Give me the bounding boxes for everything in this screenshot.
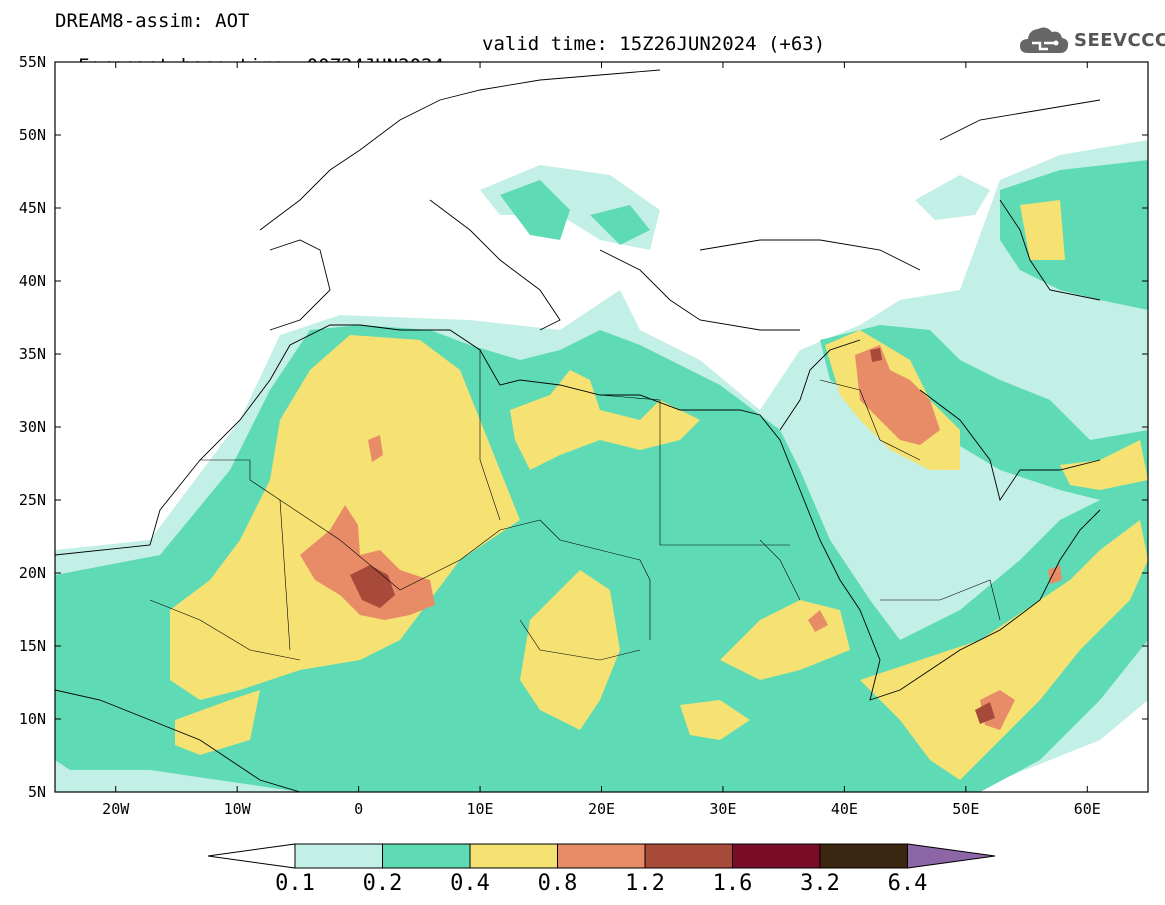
aot-level-1.2 (350, 348, 995, 724)
lat-tick-label: 55N (18, 53, 46, 71)
lon-tick-label: 0 (354, 800, 364, 818)
colorbar-label: 1.6 (712, 871, 753, 896)
lon-tick-label: 20E (587, 800, 616, 818)
colorbar-swatch (382, 843, 471, 869)
lon-tick-label: 20W (102, 800, 130, 818)
lat-tick-label: 25N (18, 491, 46, 509)
lon-tick-label: 30E (709, 800, 737, 818)
colorbar (207, 843, 996, 869)
lat-tick-label: 10N (18, 710, 46, 728)
colorbar-label: 1.2 (625, 871, 665, 896)
colorbar-min-arrow (207, 843, 296, 869)
lon-tick-label: 60E (1073, 800, 1101, 818)
colorbar-swatch (644, 843, 733, 869)
lon-tick-label: 10E (466, 800, 494, 818)
colorbar-label: 0.8 (537, 871, 578, 896)
coastlines (55, 69, 1101, 792)
colorbar-label: 6.4 (887, 871, 928, 896)
colorbar-swatch (557, 843, 646, 869)
lat-tick-label: 45N (18, 199, 46, 217)
lon-tick-label: 40E (830, 800, 858, 818)
colorbar-max-arrow (907, 843, 996, 869)
colorbar-swatch (819, 843, 908, 869)
cloud-icon (1020, 27, 1069, 53)
colorbar-label: 0.4 (450, 871, 490, 896)
aot-fields (55, 140, 1148, 792)
logo-text: SEEVCCC (1074, 29, 1165, 51)
lat-tick-label: 20N (18, 564, 46, 582)
axis-ticks (55, 61, 1148, 793)
colorbar-label: 0.1 (275, 871, 315, 896)
valid-time: valid time: 15Z26JUN2024 (+63) (482, 33, 826, 55)
seevccc-logo: SEEVCCC (1018, 22, 1165, 58)
colorbar-label: 3.2 (800, 871, 840, 896)
lat-tick-label: 30N (18, 418, 46, 436)
lat-tick-label: 40N (18, 272, 46, 290)
colorbar-swatch (469, 843, 558, 869)
colorbar-swatch (732, 843, 821, 869)
colorbar-label: 0.2 (362, 871, 403, 896)
country-borders (149, 350, 1001, 661)
lat-tick-label: 15N (18, 637, 46, 655)
lat-tick-label: 35N (18, 345, 46, 363)
lon-tick-label: 10W (223, 800, 251, 818)
lon-tick-label: 50E (952, 800, 980, 818)
colorbar-swatch (294, 843, 383, 869)
lat-tick-label: 50N (18, 126, 46, 144)
lat-tick-label: 5N (27, 783, 46, 801)
title-line-1: DREAM8-assim: AOT (55, 10, 250, 32)
